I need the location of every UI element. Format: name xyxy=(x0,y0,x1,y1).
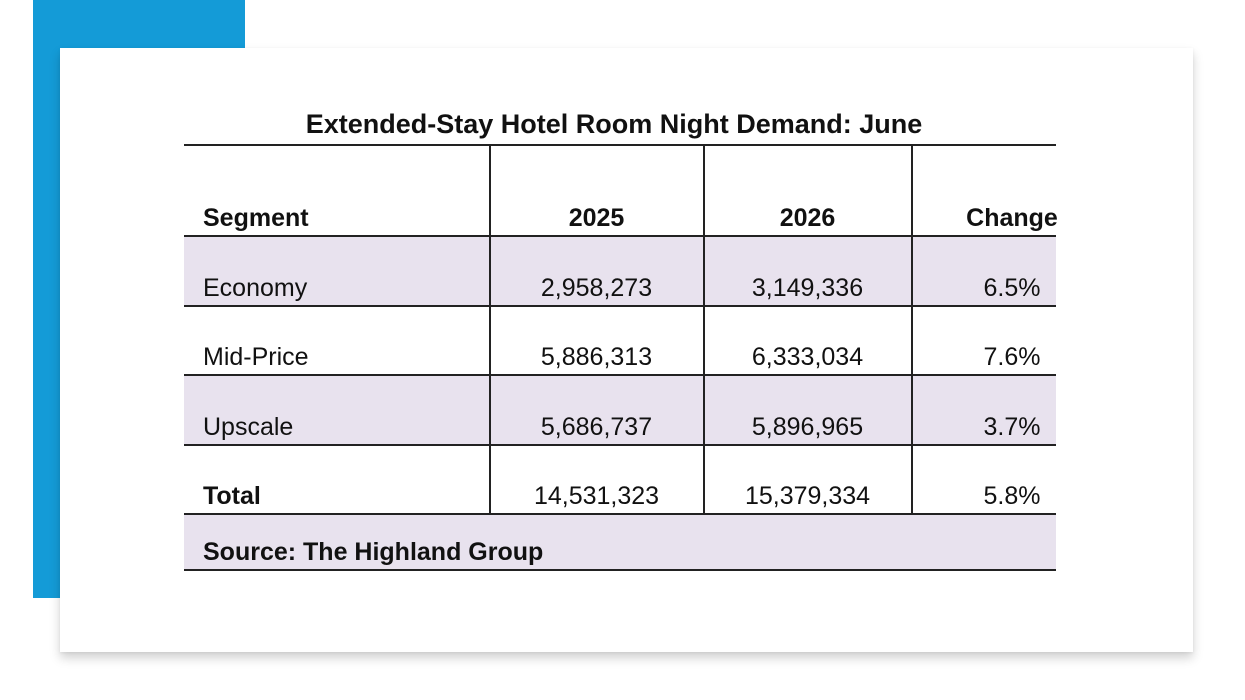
cell-change: 3.7% xyxy=(983,413,1041,441)
header-change: Change xyxy=(966,204,1058,232)
cell-2026: 3,149,336 xyxy=(751,274,864,302)
column-divider-3 xyxy=(911,144,913,514)
cell-2026: 6,333,034 xyxy=(751,343,864,371)
cell-segment: Mid-Price xyxy=(203,343,309,371)
accent-bar-side xyxy=(33,0,60,598)
rule-row-1 xyxy=(184,305,1056,307)
rule-header xyxy=(184,235,1056,237)
row-band-upscale xyxy=(184,375,1056,444)
rule-total xyxy=(184,513,1056,515)
column-divider-2 xyxy=(703,144,705,514)
cell-2025: 5,686,737 xyxy=(540,413,653,441)
rule-row-2 xyxy=(184,374,1056,376)
accent-bar-top xyxy=(33,0,245,48)
cell-change: 6.5% xyxy=(983,274,1041,302)
source-note: Source: The Highland Group xyxy=(203,538,544,566)
cell-2025: 2,958,273 xyxy=(540,274,653,302)
cell-2026: 5,896,965 xyxy=(751,413,864,441)
total-label: Total xyxy=(203,482,261,510)
rule-top xyxy=(184,144,1056,146)
column-divider-1 xyxy=(489,144,491,514)
row-band-economy xyxy=(184,236,1056,305)
total-change: 5.8% xyxy=(983,482,1041,510)
header-2025: 2025 xyxy=(568,204,625,232)
table-title: Extended-Stay Hotel Room Night Demand: J… xyxy=(305,109,923,139)
total-2025: 14,531,323 xyxy=(533,482,660,510)
cell-segment: Economy xyxy=(203,274,308,302)
cell-segment: Upscale xyxy=(203,413,294,441)
row-band-source xyxy=(184,514,1056,569)
cell-change: 7.6% xyxy=(983,343,1041,371)
rule-row-3 xyxy=(184,444,1056,446)
cell-2025: 5,886,313 xyxy=(540,343,653,371)
total-2026: 15,379,334 xyxy=(744,482,871,510)
header-segment: Segment xyxy=(203,204,309,232)
header-2026: 2026 xyxy=(779,204,836,232)
rule-bottom xyxy=(184,569,1056,571)
table-card: Extended-Stay Hotel Room Night Demand: J… xyxy=(60,48,1193,652)
